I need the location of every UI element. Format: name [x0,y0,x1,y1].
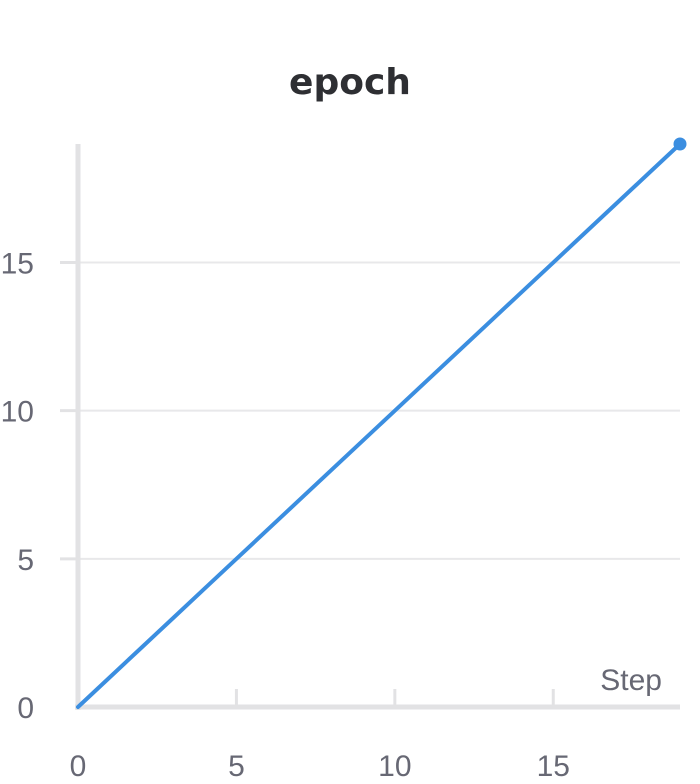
tick-labels: 0 5 10 15 0 5 10 15 [1,248,570,783]
series-line [76,142,682,709]
y-tick-label: 15 [1,248,34,281]
x-tick-label: 0 [70,750,87,783]
x-axis-label: Step [600,664,662,697]
x-tick-label: 5 [228,750,245,783]
x-tick-label: 15 [537,750,570,783]
last-point-marker [673,137,687,151]
gridlines [78,261,680,560]
chart-title: epoch [289,62,411,103]
series-layer [76,137,687,709]
x-tick-label: 10 [378,750,411,783]
y-tick-label: 10 [1,396,34,429]
y-tick-label: 5 [17,544,34,577]
y-tick-label: 0 [17,692,34,725]
axes [60,144,680,710]
